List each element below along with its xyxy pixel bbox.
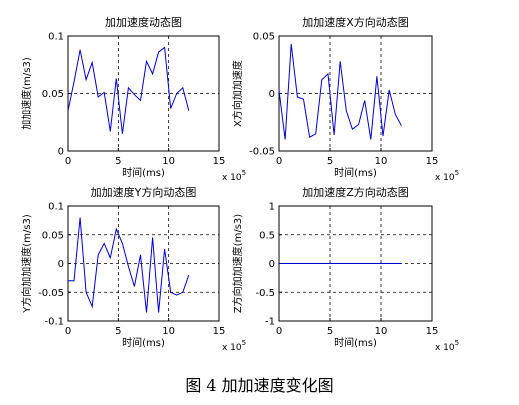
chart-title: 加加速度Y方向动态图 [91,185,197,199]
figure-caption: 图 4 加加速度变化图 [185,376,334,395]
x-axis-label: 时间(ms) [122,166,165,179]
y-axis-label: Z方向加加速度(m/s3) [231,214,244,313]
x-exponent-base: x 10 [222,173,242,183]
x-tick-label: 15 [426,156,439,167]
y-tick-label: -0.5 [255,288,275,299]
y-tick-label: -0.1 [44,317,64,328]
x-exponent-label: x 105 [222,339,246,353]
y-tick-label: 0.1 [48,202,64,213]
y-tick-label: 0.1 [48,32,64,43]
y-tick-label: 0 [58,259,64,270]
x-tick-label: 15 [213,156,226,167]
series-line [67,46,190,134]
chart-title: 加加速度Z方向动态图 [302,185,409,199]
y-tick-label: 0 [269,259,275,270]
x-tick-label: 5 [115,156,121,167]
y-axis-label: Y方向加加速度(m/s3) [20,214,33,314]
y-tick-label: 0 [269,89,275,100]
x-exponent-base: x 10 [435,343,455,353]
x-tick-label: 10 [375,156,388,167]
y-tick-label: 0.05 [42,89,64,100]
x-exponent-power: 5 [242,339,246,347]
x-axis-label: 时间(ms) [122,336,165,349]
x-tick-label: 10 [162,156,175,167]
y-axis-label: X方向加加速度 [231,60,244,127]
series-line [278,44,402,140]
x-tick-label: 5 [327,156,333,167]
chart-title: 加加速度动态图 [105,15,182,29]
x-axis-label: 时间(ms) [334,166,377,179]
series-line [68,217,190,313]
x-exponent-power: 5 [455,169,459,177]
y-tick-label: 0.05 [42,230,64,241]
y-tick-label: -0.05 [38,288,64,299]
plot-frame [278,35,433,152]
y-tick-label: 1 [269,202,275,213]
x-exponent-label: x 105 [435,339,459,353]
x-tick-label: 0 [276,326,282,337]
x-tick-label: 5 [115,326,121,337]
y-tick-label: -1 [265,317,275,328]
x-tick-label: 15 [213,326,226,337]
y-tick-label: 0.05 [253,32,275,43]
y-axis-label: 加加速度(m/s3) [20,57,33,130]
x-tick-label: 0 [65,156,71,167]
x-tick-label: 10 [162,326,175,337]
x-exponent-power: 5 [242,169,246,177]
chart-title: 加加速度X方向动态图 [302,15,409,29]
x-tick-label: 5 [327,326,333,337]
y-tick-label: 0 [58,147,64,158]
x-tick-label: 0 [65,326,71,337]
x-exponent-base: x 10 [222,343,242,353]
x-exponent-label: x 105 [435,169,459,183]
x-axis-label: 时间(ms) [334,336,377,349]
x-tick-label: 0 [276,156,282,167]
x-exponent-power: 5 [455,339,459,347]
x-tick-label: 15 [426,326,439,337]
x-exponent-base: x 10 [435,173,455,183]
x-tick-label: 10 [375,326,388,337]
x-exponent-label: x 105 [222,169,246,183]
y-tick-label: 0.5 [259,230,275,241]
y-tick-label: -0.05 [249,147,275,158]
